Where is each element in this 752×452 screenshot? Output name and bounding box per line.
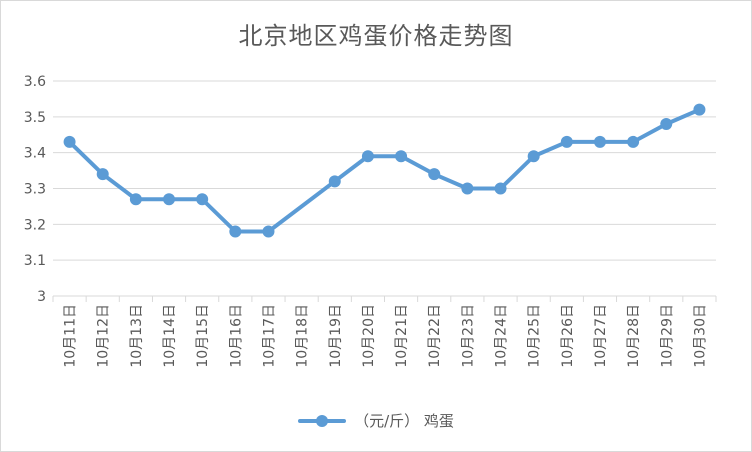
x-tick-label: 10月18日 (295, 304, 311, 368)
series (63, 103, 706, 238)
y-tick-label: 3.1 (24, 253, 46, 269)
data-point (229, 225, 242, 238)
y-tick-label: 3.6 (24, 74, 46, 90)
data-point (593, 135, 606, 148)
series-line (67, 107, 702, 234)
y-tick-label: 3.4 (24, 146, 46, 162)
x-tick-label: 10月12日 (96, 304, 112, 368)
x-tick-label: 10月26日 (560, 304, 576, 368)
data-point (63, 135, 76, 148)
legend: （元/斤） 鸡蛋 (0, 410, 752, 431)
x-tick-label: 10月21日 (394, 304, 410, 368)
y-tick-label: 3.5 (24, 110, 46, 126)
data-point (428, 168, 441, 181)
axes (52, 295, 717, 302)
x-tick-label: 10月20日 (361, 304, 377, 368)
data-point (461, 182, 474, 195)
data-point (361, 150, 374, 163)
data-point (129, 193, 142, 206)
legend-swatch (298, 413, 347, 429)
data-point (328, 175, 341, 188)
gridlines (53, 80, 716, 261)
data-point (693, 103, 706, 116)
x-tick-label: 10月13日 (129, 304, 145, 368)
x-tick-label: 10月28日 (626, 304, 642, 368)
data-point (96, 168, 109, 181)
y-tick-label: 3 (37, 289, 46, 305)
x-tick-labels: 10月11日 10月12日 10月13日 10月14日 10月15日 10月16日 10月1… (63, 304, 709, 368)
x-tick-label: 10月14日 (162, 304, 178, 368)
x-tick-label: 10月16日 (228, 304, 244, 368)
y-tick-label: 3.2 (24, 217, 46, 233)
x-tick-label: 10月27日 (593, 304, 609, 368)
x-tick-label: 10月11日 (63, 304, 79, 368)
chart-title: 北京地区鸡蛋价格走势图 (238, 22, 514, 50)
x-tick-label: 10月25日 (527, 304, 543, 368)
data-point (527, 150, 540, 163)
x-tick-label: 10月24日 (494, 304, 510, 368)
data-point (196, 193, 209, 206)
x-tick-label: 10月29日 (659, 304, 675, 368)
data-point (262, 225, 275, 238)
data-point (494, 182, 507, 195)
data-point (660, 118, 673, 130)
x-tick-label: 10月19日 (328, 304, 344, 368)
x-tick-label: 10月15日 (195, 304, 211, 368)
data-point (627, 135, 640, 148)
x-tick-label: 10月23日 (460, 304, 476, 368)
x-tick-label: 10月17日 (261, 304, 277, 368)
data-point (395, 150, 408, 163)
x-tick-label: 10月22日 (427, 304, 443, 368)
x-tick-label: 10月30日 (692, 304, 708, 368)
y-tick-labels: 3 3.1 3.2 3.3 3.4 3.5 3.6 (24, 74, 46, 305)
y-tick-label: 3.3 (24, 182, 46, 198)
legend-label: （元/斤） 鸡蛋 (354, 412, 454, 430)
data-point (163, 193, 176, 206)
data-point (560, 135, 573, 148)
